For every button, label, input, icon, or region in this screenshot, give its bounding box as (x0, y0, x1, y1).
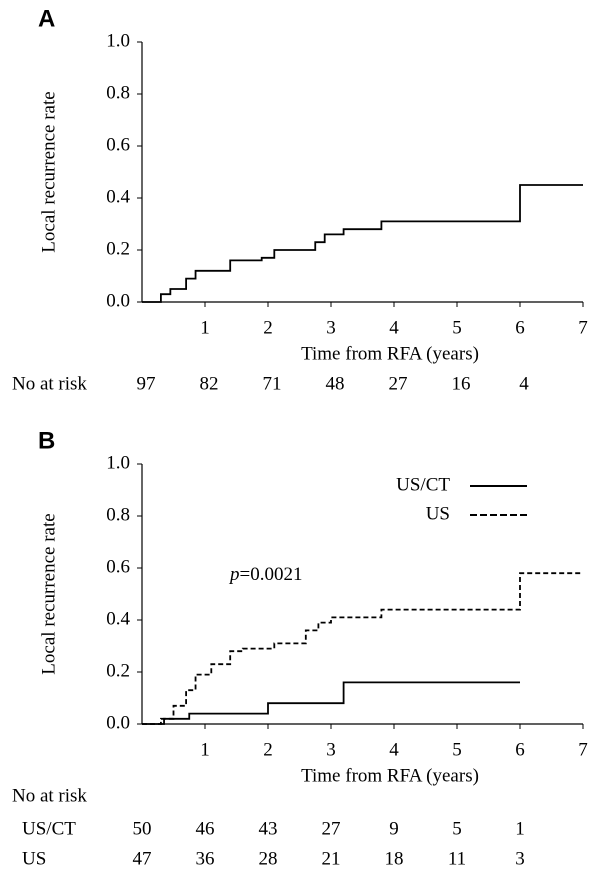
risk-count: 28 (259, 848, 278, 869)
risk-count: 97 (137, 373, 156, 394)
risk-count: 3 (515, 848, 525, 869)
x-tick-label: 1 (200, 317, 210, 338)
x-tick-label: 3 (326, 317, 336, 338)
legend-label: US/CT (396, 474, 450, 495)
risk-count: 5 (452, 818, 462, 839)
x-tick-label: 6 (515, 317, 525, 338)
risk-count: 16 (452, 373, 471, 394)
risk-header: No at risk (12, 373, 87, 394)
risk-count: 1 (515, 818, 525, 839)
y-tick-label: 0.8 (106, 82, 130, 103)
y-tick-label: 0.2 (106, 660, 130, 681)
risk-count: 36 (196, 848, 215, 869)
x-axis-label: Time from RFA (years) (301, 343, 479, 364)
y-tick-label: 0.6 (106, 134, 130, 155)
y-tick-label: 0.0 (106, 712, 130, 733)
x-tick-label: 1 (200, 739, 210, 760)
y-tick-label: 0.2 (106, 238, 130, 259)
x-axis-label: Time from RFA (years) (301, 765, 479, 786)
risk-count: 71 (263, 373, 282, 394)
x-tick-label: 4 (389, 317, 399, 338)
y-tick-label: 0.8 (106, 504, 130, 525)
y-tick-label: 0.6 (106, 556, 130, 577)
y-axis-label: Local recurrence rate (38, 513, 59, 674)
annotation-text: =0.0021 (240, 564, 303, 585)
risk-count: 4 (519, 373, 529, 394)
risk-count: 11 (448, 848, 466, 869)
x-tick-label: 3 (326, 739, 336, 760)
x-tick-label: 4 (389, 739, 399, 760)
risk-count: 27 (322, 818, 341, 839)
annotation: p=0.0021 (228, 564, 302, 585)
legend-label: US (426, 503, 450, 524)
y-tick-label: 1.0 (106, 30, 130, 51)
x-tick-label: 2 (263, 317, 273, 338)
survival-curve (142, 184, 583, 303)
risk-count: 9 (389, 818, 399, 839)
risk-row-label: US (22, 848, 46, 869)
annotation-italic: p (228, 564, 240, 585)
risk-count: 43 (259, 818, 278, 839)
y-tick-label: 0.0 (106, 290, 130, 311)
y-tick-label: 0.4 (106, 186, 130, 207)
risk-count: 18 (385, 848, 404, 869)
risk-header: No at risk (12, 785, 87, 806)
y-tick-label: 0.4 (106, 608, 130, 629)
y-tick-label: 1.0 (106, 452, 130, 473)
y-axis-label: Local recurrence rate (38, 91, 59, 252)
risk-count: 50 (133, 818, 152, 839)
survival-curve (142, 572, 583, 725)
x-tick-label: 5 (452, 739, 462, 760)
x-tick-label: 5 (452, 317, 462, 338)
risk-count: 27 (389, 373, 408, 394)
risk-count: 82 (200, 373, 219, 394)
survival-curve (142, 681, 520, 725)
x-tick-label: 6 (515, 739, 525, 760)
x-tick-label: 7 (578, 317, 588, 338)
risk-count: 21 (322, 848, 341, 869)
risk-count: 48 (326, 373, 345, 394)
panel-label: B (38, 427, 55, 454)
risk-row-label: US/CT (22, 818, 76, 839)
x-tick-label: 7 (578, 739, 588, 760)
x-tick-label: 2 (263, 739, 273, 760)
risk-count: 46 (196, 818, 215, 839)
panel-label: A (38, 5, 55, 32)
risk-count: 47 (133, 848, 152, 869)
